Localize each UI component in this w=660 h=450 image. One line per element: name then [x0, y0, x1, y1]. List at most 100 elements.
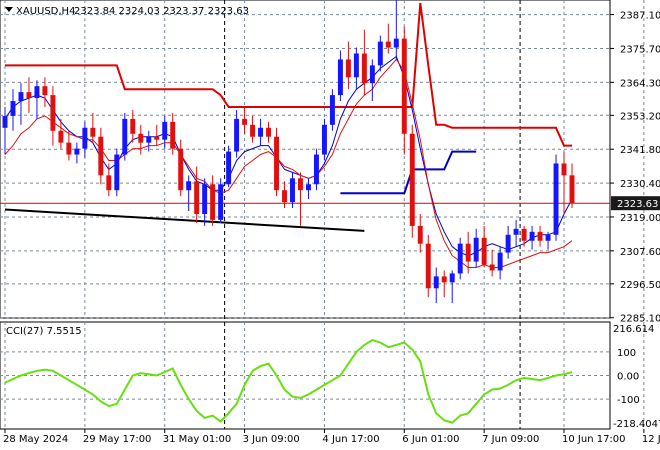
cci-top-label: 216.614 — [613, 324, 654, 335]
cci-level-label: -100 — [617, 395, 640, 406]
candle-body — [385, 41, 391, 48]
candle-body — [569, 175, 575, 204]
candle-body — [58, 130, 64, 143]
candles — [2, 0, 575, 304]
ema-line — [4, 58, 573, 268]
candle-body — [42, 86, 48, 96]
candle-body — [154, 136, 160, 140]
current-price-label: 2323.63 — [617, 199, 658, 210]
candle-body — [298, 178, 303, 191]
time-tick-label: 6 Jun 01:00 — [402, 434, 459, 445]
time-tick-label: 29 May 17:00 — [83, 434, 152, 445]
cci-panel-frame — [0, 321, 611, 430]
cci-level-label: 0.00 — [617, 372, 639, 383]
candle-body — [553, 163, 559, 235]
candle-body — [74, 148, 80, 155]
candle-body — [282, 190, 287, 203]
candle-body — [194, 181, 200, 214]
candle-body — [226, 151, 232, 185]
candle-body — [353, 53, 359, 78]
candle-body — [202, 184, 208, 214]
candle-body — [66, 142, 72, 155]
time-tick-label: 28 May 2024 — [3, 434, 68, 445]
candle-body — [425, 243, 431, 289]
candle-body — [393, 38, 399, 48]
candle-body — [186, 181, 192, 191]
candle-body — [210, 184, 216, 220]
cci-line — [4, 339, 573, 424]
ohlc-text: 2323.84 2324.03 2323.37 2323.63 — [74, 6, 249, 17]
candle-body — [505, 234, 511, 253]
candle-body — [481, 237, 487, 265]
candle-body — [146, 136, 152, 143]
price-tick-label: 2296.50 — [620, 280, 660, 291]
candle-body — [473, 237, 479, 262]
candle-body — [465, 243, 471, 262]
candle-body — [449, 273, 455, 283]
price-axis: 2387.10 2375.70 2364.30 2353.20 2341.80 2330.… — [610, 11, 660, 325]
candle-body — [218, 184, 224, 220]
candle-body — [537, 231, 543, 241]
candle-body — [82, 127, 88, 149]
current-price-badge — [611, 196, 660, 211]
candle-body — [489, 264, 495, 271]
candle-body — [26, 92, 32, 99]
price-grid — [0, 14, 610, 319]
time-tick-label: 4 Jun 17:00 — [322, 434, 379, 445]
cci-title: CCI(27) 7.5515 — [6, 326, 82, 337]
candle-body — [561, 163, 567, 176]
candle-body — [345, 59, 351, 78]
candle-body — [545, 234, 551, 241]
time-tick-label: 10 Jun 17:00 — [562, 434, 626, 445]
candle-body — [274, 136, 279, 191]
trend-line-line — [4, 208, 365, 232]
price-tick-label: 2387.10 — [620, 11, 660, 22]
cci-bottom-label: -218.4047 — [613, 419, 660, 430]
candle-body — [170, 121, 176, 149]
candle-body — [234, 118, 240, 152]
candle-body — [305, 184, 311, 191]
candle-body — [521, 228, 527, 241]
price-panel-frame — [0, 0, 611, 319]
candle-body — [18, 92, 24, 102]
collapse-triangle-icon[interactable] — [5, 7, 13, 12]
time-tick-label: 12 Jun 01:00 — [642, 434, 660, 445]
candle-body — [266, 127, 272, 137]
candle-body — [114, 154, 120, 191]
candle-body — [138, 133, 144, 143]
price-tick-label: 2330.40 — [620, 179, 660, 190]
candle-body — [98, 136, 104, 176]
candle-body — [417, 225, 423, 244]
candle-body — [242, 118, 248, 125]
candle-body — [337, 59, 343, 96]
candle-body — [50, 95, 56, 131]
cci-series-line — [4, 339, 573, 424]
candle-body — [130, 118, 136, 134]
time-tick-label: 3 Jun 09:00 — [243, 434, 300, 445]
candle-body — [178, 148, 184, 191]
candle-body — [162, 121, 168, 140]
cci-axis: 100 0.00 -100 216.614 -218.4047 — [613, 324, 660, 430]
price-tick-label: 2341.80 — [620, 145, 660, 156]
session-separators — [224, 0, 521, 429]
symbol-label: XAUUSD,H4 — [16, 6, 75, 17]
candle-body — [290, 178, 295, 203]
candle-body — [441, 276, 447, 283]
candle-body — [10, 101, 16, 116]
candle-body — [457, 243, 463, 274]
candle-body — [513, 228, 519, 235]
candle-body — [2, 115, 8, 128]
candle-body — [497, 252, 503, 271]
candle-body — [321, 124, 327, 155]
candle-body — [106, 175, 112, 191]
price-tick-label: 2375.70 — [620, 44, 660, 55]
cci-level-label: 100 — [617, 348, 636, 359]
price-tick-label: 2319.00 — [620, 213, 660, 224]
time-tick-label: 31 May 01:00 — [163, 434, 232, 445]
candle-body — [361, 53, 367, 84]
candle-body — [250, 124, 256, 137]
candle-body — [401, 38, 407, 134]
candle-body — [369, 65, 375, 84]
candle-body — [313, 154, 319, 185]
candle-body — [377, 41, 383, 66]
